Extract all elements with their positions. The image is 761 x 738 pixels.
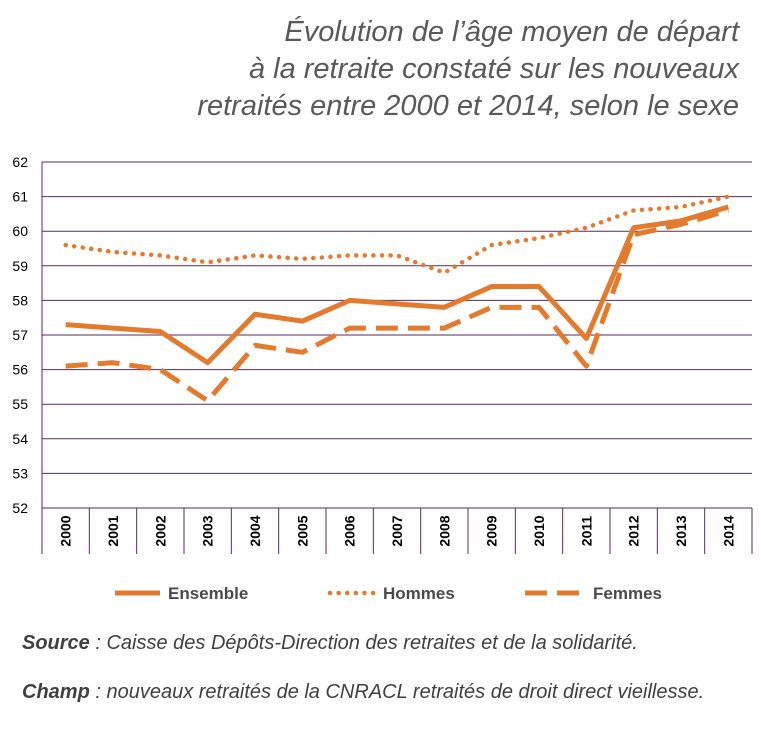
y-axis: 52 53 54 55 56 57 58 59 60 61 62	[12, 154, 28, 516]
source-text: : Caisse des Dépôts-Direction des retrai…	[89, 632, 638, 654]
champ-note: Champ : nouveaux retraités de la CNRACL …	[22, 679, 747, 705]
chart-title-line-3: retraités entre 2000 et 2014, selon le s…	[197, 90, 739, 122]
y-tick-label-55: 55	[12, 396, 28, 412]
y-tick-label-58: 58	[12, 292, 28, 308]
x-tick-label-2009: 2009	[484, 515, 500, 546]
legend-label-femmes: Femmes	[593, 584, 662, 603]
x-tick-label-2014: 2014	[720, 515, 736, 546]
champ-text: : nouveaux retraités de la CNRACL retrai…	[89, 681, 705, 703]
champ-label: Champ	[22, 681, 90, 703]
x-tick-label-2008: 2008	[436, 515, 452, 546]
x-tick-label-2005: 2005	[294, 515, 310, 546]
series-line-ensemble	[65, 204, 730, 366]
chart-title-line-1: Évolution de l’âge moyen de départ	[284, 16, 739, 48]
chart-series	[63, 194, 731, 404]
x-tick-label-2010: 2010	[531, 515, 547, 546]
source-note: Source : Caisse des Dépôts-Direction des…	[22, 630, 747, 656]
x-tick-label-2007: 2007	[389, 515, 405, 546]
x-tick-label-2006: 2006	[342, 515, 358, 546]
x-tick-label-2000: 2000	[58, 515, 74, 546]
y-tick-label-53: 53	[12, 465, 28, 481]
y-tick-label-62: 62	[12, 154, 28, 170]
chart-title: Évolution de l’âge moyen de départ à la …	[39, 14, 739, 125]
source-label: Source	[22, 632, 90, 654]
x-axis: 2000 2001 2002 2003 2004 2005 2006 2007 2008 2009…	[58, 515, 737, 546]
x-tick-label-2001: 2001	[105, 515, 121, 546]
x-tick-label-2012: 2012	[626, 515, 642, 546]
y-tick-label-61: 61	[12, 189, 28, 205]
y-tick-label-60: 60	[12, 223, 28, 239]
x-tick-label-2003: 2003	[200, 515, 216, 546]
chart-legend: Ensemble Hommes Femmes	[115, 584, 662, 603]
x-tick-label-2004: 2004	[247, 515, 263, 546]
y-tick-label-54: 54	[12, 431, 28, 447]
chart-grid	[41, 161, 753, 554]
y-tick-label-52: 52	[12, 500, 28, 516]
x-tick-label-2013: 2013	[673, 515, 689, 546]
y-tick-label-56: 56	[12, 362, 28, 378]
y-tick-label-59: 59	[12, 258, 28, 274]
legend-label-hommes: Hommes	[383, 584, 455, 603]
chart-title-line-2: à la retraite constaté sur les nouveaux	[248, 53, 739, 85]
x-tick-label-2002: 2002	[152, 515, 168, 546]
x-tick-label-2011: 2011	[578, 516, 594, 547]
y-tick-label-57: 57	[12, 327, 28, 343]
legend-label-ensemble: Ensemble	[168, 584, 248, 603]
